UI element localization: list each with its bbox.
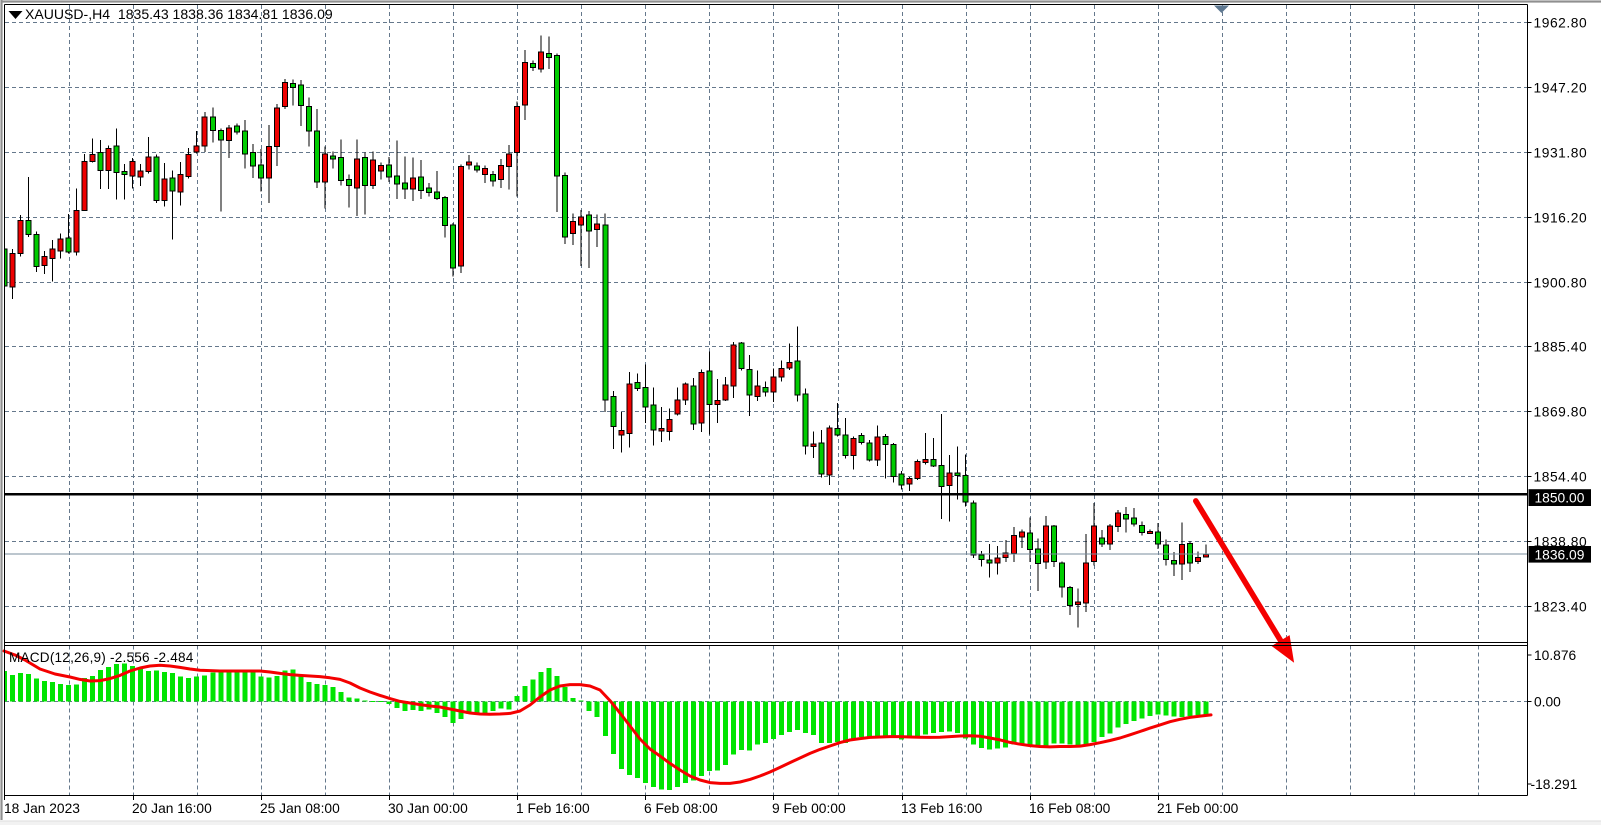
- svg-text:XAUUSD-,H4 1835.43 1838.36 18: XAUUSD-,H4 1835.43 1838.36 1834.81 1836.…: [25, 6, 333, 22]
- svg-text:1931.80: 1931.80: [1534, 145, 1588, 160]
- svg-text:9 Feb 00:00: 9 Feb 00:00: [772, 801, 846, 816]
- svg-text:1900.80: 1900.80: [1534, 275, 1588, 290]
- svg-text:10.876: 10.876: [1534, 648, 1577, 663]
- svg-text:21 Feb 00:00: 21 Feb 00:00: [1157, 801, 1239, 816]
- svg-text:1850.00: 1850.00: [1535, 491, 1585, 506]
- svg-text:20 Jan 16:00: 20 Jan 16:00: [132, 801, 212, 816]
- svg-text:MACD(12,26,9) -2.556 -2.484: MACD(12,26,9) -2.556 -2.484: [9, 650, 194, 665]
- svg-text:0.00: 0.00: [1534, 694, 1561, 709]
- svg-text:1838.80: 1838.80: [1534, 534, 1588, 549]
- svg-text:-18.291: -18.291: [1531, 777, 1578, 792]
- svg-text:30 Jan 00:00: 30 Jan 00:00: [388, 801, 468, 816]
- svg-text:1885.40: 1885.40: [1534, 339, 1588, 354]
- svg-text:1854.40: 1854.40: [1534, 469, 1588, 484]
- svg-text:1962.80: 1962.80: [1534, 15, 1588, 30]
- svg-text:1 Feb 16:00: 1 Feb 16:00: [516, 801, 590, 816]
- svg-text:25 Jan 08:00: 25 Jan 08:00: [260, 801, 340, 816]
- svg-text:1947.20: 1947.20: [1534, 80, 1588, 95]
- svg-text:13 Feb 16:00: 13 Feb 16:00: [901, 801, 983, 816]
- svg-text:1916.20: 1916.20: [1534, 210, 1588, 225]
- svg-text:1869.80: 1869.80: [1534, 404, 1588, 419]
- svg-text:18 Jan 2023: 18 Jan 2023: [4, 801, 80, 816]
- svg-text:6 Feb 08:00: 6 Feb 08:00: [644, 801, 718, 816]
- svg-text:1823.40: 1823.40: [1534, 599, 1588, 614]
- svg-text:16 Feb 08:00: 16 Feb 08:00: [1029, 801, 1111, 816]
- svg-text:1836.09: 1836.09: [1535, 547, 1585, 562]
